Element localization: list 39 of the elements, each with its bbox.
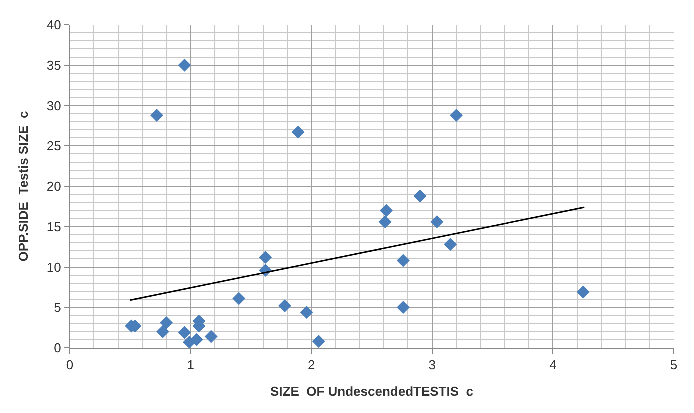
point	[178, 326, 192, 340]
point	[160, 316, 174, 330]
y-tick-label: 10	[46, 260, 62, 275]
y-tick-label: 30	[46, 98, 62, 114]
x-tick-label: 3	[428, 358, 436, 373]
point	[232, 292, 246, 306]
y-tick-label: 40	[46, 18, 62, 33]
y-tick-label: 35	[46, 58, 62, 73]
point	[300, 306, 314, 319]
point	[576, 286, 590, 299]
y-tick-label: 15	[46, 219, 62, 234]
point	[380, 204, 393, 218]
x-axis-title: SIZE OF UndescendedTESTIS c	[270, 384, 474, 400]
point	[414, 190, 427, 203]
x-tick-label: 5	[670, 358, 678, 373]
point	[204, 330, 218, 344]
point	[178, 58, 192, 72]
y-axis-title: OPP.SIDE Testis SIZE c	[16, 111, 31, 262]
point	[378, 216, 392, 229]
x-tick-label: 2	[308, 358, 316, 373]
point	[396, 301, 410, 314]
point	[450, 108, 464, 122]
y-tick-label: 20	[46, 179, 62, 194]
point	[190, 333, 204, 346]
point	[312, 335, 326, 348]
point	[444, 238, 458, 252]
point	[278, 300, 292, 313]
y-tick-label: 25	[46, 138, 62, 154]
point	[292, 126, 305, 139]
y-tick-label: 0	[54, 340, 62, 356]
point	[259, 251, 272, 264]
point	[396, 254, 410, 268]
point	[150, 108, 164, 122]
point	[430, 216, 444, 229]
x-tick-label: 0	[66, 358, 74, 373]
point	[156, 325, 170, 338]
y-tick-label: 5	[54, 300, 62, 316]
x-tick-label: 4	[550, 358, 557, 373]
x-tick-label: 1	[187, 358, 194, 373]
